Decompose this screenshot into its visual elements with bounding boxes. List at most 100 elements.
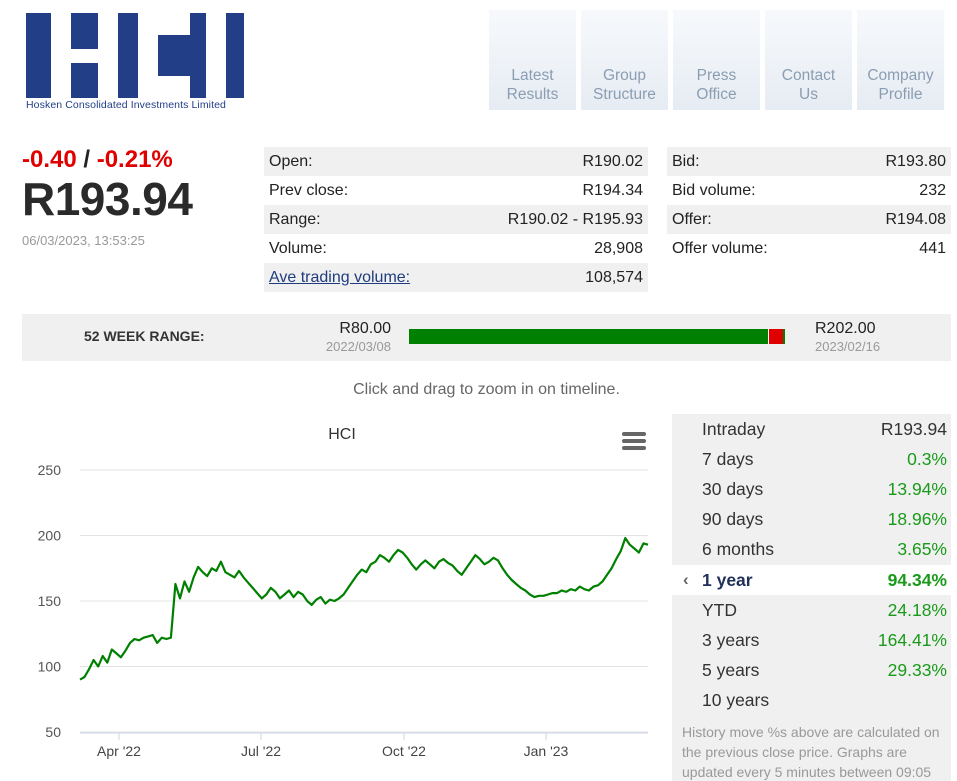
stats-label: Range: — [269, 210, 321, 228]
week52-high-value: R202.00 — [815, 320, 876, 337]
stats-value: R190.02 - R195.93 — [507, 210, 643, 228]
chart-menu-icon[interactable] — [622, 432, 646, 452]
nav-label: Contact Us — [781, 67, 836, 103]
history-note: History move %s above are calculated on … — [672, 715, 951, 781]
perf-label: 7 days — [702, 448, 754, 469]
stats-value: 108,574 — [585, 268, 643, 286]
week52-high: R202.00 2023/02/16 — [815, 320, 880, 354]
stats-label: Bid: — [672, 152, 700, 170]
perf-row-10-years[interactable]: 10 years — [672, 685, 951, 716]
week52-current-marker — [767, 329, 783, 344]
stats-value: R193.80 — [885, 152, 947, 170]
price-chart[interactable]: 50 100 150 200 250 Apr '22 Jul '22 Oct '22 Jan '… — [0, 0, 670, 781]
stats-label: Bid volume: — [672, 181, 756, 199]
perf-row-3-years[interactable]: 3 years 164.41% — [672, 625, 951, 656]
price-series-line — [79, 536, 649, 681]
price-change: -0.40 / -0.21% — [22, 146, 173, 174]
y-tick-label: 150 — [38, 593, 62, 609]
share-price: R193.94 — [22, 173, 193, 225]
week52-label: 52 WEEK RANGE: — [84, 328, 205, 344]
stats-label: Volume: — [269, 239, 327, 257]
stats-row-offer-volume: Offer volume: 441 — [667, 234, 951, 263]
stats-label: Offer: — [672, 210, 712, 228]
nav-latest-results[interactable]: Latest Results — [489, 10, 576, 110]
nav-label: Group Structure — [593, 67, 656, 103]
perf-row-ytd[interactable]: YTD 24.18% — [672, 595, 951, 626]
change-percent: -0.21% — [96, 146, 173, 173]
performance-panel: Intraday R193.94 7 days 0.3% 30 days 13.94%… — [672, 414, 951, 781]
perf-label: 1 year — [702, 569, 753, 590]
week52-range-bar — [409, 329, 785, 344]
company-logo[interactable]: Hosken Consolidated Investments Limited — [26, 13, 244, 113]
stats-row-range: Range: R190.02 - R195.93 — [264, 205, 648, 234]
x-tick-label: Oct '22 — [382, 743, 426, 759]
y-tick-label: 200 — [38, 528, 62, 544]
stats-row-bid-volume: Bid volume: 232 — [667, 176, 951, 205]
week52-low-value: R80.00 — [339, 320, 391, 337]
nav-label: Company Profile — [867, 67, 934, 103]
logo-mark — [26, 13, 244, 98]
week52-low: R80.00 2022/03/08 — [326, 320, 391, 354]
nav-label: Press Office — [696, 67, 737, 103]
week52-low-date: 2022/03/08 — [325, 339, 391, 354]
perf-value: 29.33% — [887, 660, 947, 681]
perf-label: 90 days — [702, 509, 764, 530]
x-tick-label: Apr '22 — [97, 743, 141, 759]
stats-label: Prev close: — [269, 181, 349, 199]
trading-stats-table: Open: R190.02 Prev close: R194.34 Range: R1… — [264, 147, 648, 292]
week52-range: 52 WEEK RANGE: R80.00 2022/03/08 R202.00… — [22, 314, 951, 361]
perf-value: 164.41% — [877, 629, 947, 650]
logo-caption: Hosken Consolidated Investments Limited — [26, 99, 227, 111]
perf-label: 30 days — [702, 478, 764, 499]
change-separator: / — [83, 146, 91, 173]
perf-row-intraday[interactable]: Intraday R193.94 — [672, 414, 951, 445]
x-tick-label: Jul '22 — [241, 743, 281, 759]
top-nav: Latest Results Group Structure Press Off… — [489, 10, 944, 110]
nav-press-office[interactable]: Press Office — [673, 10, 760, 110]
perf-label: Intraday — [702, 418, 766, 439]
perf-label: YTD — [702, 599, 737, 620]
perf-row-7-days[interactable]: 7 days 0.3% — [672, 444, 951, 475]
y-tick-label: 50 — [45, 724, 61, 740]
stats-row-prev-close: Prev close: R194.34 — [264, 176, 648, 205]
perf-value: 13.94% — [887, 478, 947, 499]
stats-row-volume: Volume: 28,908 — [264, 234, 648, 263]
nav-group-structure[interactable]: Group Structure — [581, 10, 668, 110]
perf-value: 94.34% — [887, 569, 947, 590]
stats-row-ave-volume: Ave trading volume: 108,574 — [264, 263, 648, 292]
stats-label: Open: — [269, 152, 313, 170]
nav-contact-us[interactable]: Contact Us — [765, 10, 852, 110]
change-absolute: -0.40 — [22, 146, 77, 173]
stats-value: 232 — [919, 181, 946, 199]
perf-row-1-year[interactable]: ‹ 1 year 94.34% — [672, 564, 951, 596]
perf-value: R193.94 — [880, 418, 947, 439]
chevron-left-icon: ‹ — [683, 569, 689, 589]
stats-value: R194.08 — [885, 210, 947, 228]
perf-row-6-months[interactable]: 6 months 3.65% — [672, 534, 951, 565]
stats-row-bid: Bid: R193.80 — [667, 147, 951, 176]
perf-row-5-years[interactable]: 5 years 29.33% — [672, 655, 951, 686]
week52-high-date: 2023/02/16 — [815, 339, 881, 354]
perf-value: 0.3% — [907, 448, 947, 469]
nav-company-profile[interactable]: Company Profile — [857, 10, 944, 110]
perf-label: 6 months — [702, 539, 774, 560]
stats-label: Offer volume: — [672, 239, 768, 257]
perf-row-30-days[interactable]: 30 days 13.94% — [672, 474, 951, 505]
perf-label: 5 years — [702, 660, 760, 681]
order-book-table: Bid: R193.80 Bid volume: 232 Offer: R194.08… — [667, 147, 951, 263]
perf-row-90-days[interactable]: 90 days 18.96% — [672, 504, 951, 535]
stats-row-open: Open: R190.02 — [264, 147, 648, 176]
ave-trading-volume-link[interactable]: Ave trading volume: — [269, 268, 411, 286]
x-tick-label: Jan '23 — [524, 743, 569, 759]
stats-value: 441 — [919, 239, 946, 257]
stats-value: 28,908 — [594, 239, 643, 257]
perf-label: 10 years — [702, 690, 770, 711]
y-tick-label: 100 — [38, 659, 62, 675]
zoom-hint: Click and drag to zoom in on timeline. — [353, 381, 620, 398]
nav-label: Latest Results — [506, 67, 559, 103]
perf-label: 3 years — [702, 629, 760, 650]
stats-value: R190.02 — [582, 152, 644, 170]
perf-value: 3.65% — [897, 539, 947, 560]
y-tick-label: 250 — [38, 462, 62, 478]
perf-value: 18.96% — [887, 509, 947, 530]
